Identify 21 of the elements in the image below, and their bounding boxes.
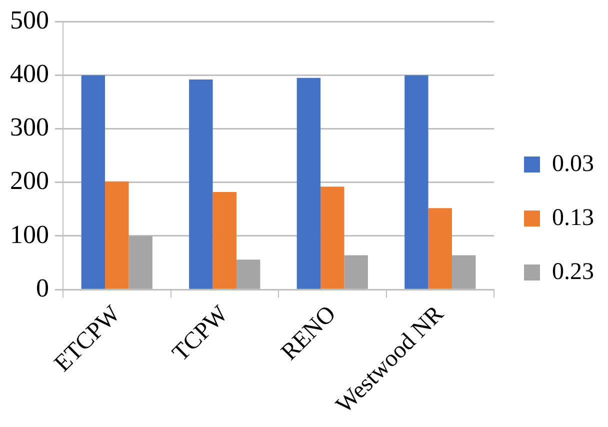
legend-label: 0.23 [552, 258, 594, 285]
y-tick-label: 300 [10, 112, 49, 142]
y-tick-label: 500 [10, 5, 49, 34]
bar [81, 75, 106, 289]
bar [428, 208, 452, 289]
bar [212, 192, 236, 289]
bar [236, 260, 260, 289]
legend-label: 0.13 [552, 204, 594, 231]
legend-label: 0.03 [552, 150, 594, 177]
bar [404, 75, 428, 289]
y-tick-label: 0 [36, 273, 49, 302]
y-tick-label: 200 [10, 166, 49, 196]
y-tick-label: 100 [10, 220, 49, 249]
bar [128, 236, 152, 289]
bar [452, 255, 476, 289]
bar [296, 78, 321, 289]
bar [320, 186, 344, 289]
bar [105, 181, 129, 289]
bar [189, 79, 213, 289]
bar [344, 255, 368, 289]
y-tick-label: 400 [10, 59, 49, 88]
